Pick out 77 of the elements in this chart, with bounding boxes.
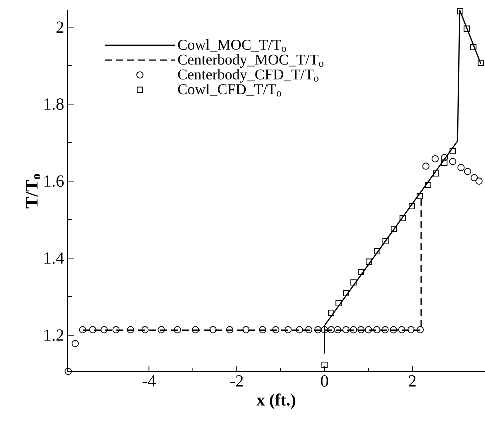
point [470, 174, 478, 182]
point [470, 44, 477, 50]
point [366, 258, 372, 265]
point [328, 310, 334, 316]
point [314, 326, 322, 334]
point [79, 326, 87, 334]
point [409, 203, 416, 210]
point [64, 368, 72, 376]
point [127, 326, 134, 334]
point [350, 326, 358, 334]
point [382, 238, 389, 245]
point [358, 269, 364, 276]
x-tick-label: -2 [230, 376, 244, 387]
point [464, 26, 470, 32]
point [408, 326, 415, 334]
point [226, 326, 234, 334]
point [422, 162, 430, 170]
point [433, 170, 440, 177]
legend-label: Centerbody_CFD_T/T$_{o}$ [178, 69, 319, 83]
point [476, 178, 483, 185]
point [142, 326, 149, 334]
point [398, 326, 406, 334]
point [425, 182, 432, 188]
y-tick-label: 1.8 [44, 98, 64, 110]
point [400, 215, 406, 222]
point [100, 326, 108, 334]
point [242, 326, 250, 334]
point [478, 60, 484, 66]
point [374, 248, 381, 255]
point [350, 280, 357, 286]
point [192, 326, 200, 334]
x-tick-label: 0 [321, 376, 328, 387]
point [174, 326, 182, 334]
legend-label: Centerbody_MOC_T/T$_{o}$ [178, 54, 324, 68]
point [343, 290, 350, 297]
point [358, 326, 365, 334]
point [342, 326, 350, 334]
point [284, 326, 292, 334]
point [416, 193, 424, 200]
legend-label: Cowl_MOC_T/T$_{o}$ [178, 40, 286, 52]
point [457, 8, 464, 15]
y-tick-label: 1.6 [44, 176, 64, 188]
point [365, 326, 372, 334]
point [390, 326, 398, 334]
point [382, 326, 389, 334]
point [450, 148, 456, 154]
point [210, 326, 217, 334]
point [112, 326, 120, 334]
y-tick-label: 2 [56, 22, 64, 33]
y-tick-label: 1.4 [44, 252, 64, 264]
point [464, 168, 472, 176]
point [441, 154, 448, 162]
point [442, 160, 448, 166]
point [272, 326, 280, 334]
point [336, 300, 342, 307]
point [89, 326, 97, 334]
point [449, 158, 457, 166]
point [259, 326, 266, 334]
point [328, 326, 335, 334]
x-tick-label: -4 [142, 376, 156, 387]
point [158, 326, 166, 334]
point [416, 326, 424, 334]
point [321, 326, 328, 334]
x-axis-title: x (ft.) [256, 394, 296, 410]
point [334, 326, 342, 334]
point [432, 155, 439, 163]
point [373, 326, 381, 334]
y-axis-title: T/T$_{o}$ [26, 174, 40, 209]
point [305, 326, 313, 334]
legend-label: Cowl_CFD_T/T$_{o}$ [178, 84, 282, 97]
point [72, 340, 80, 348]
point [391, 226, 398, 232]
point [296, 326, 304, 334]
point [458, 164, 465, 172]
x-tick-label: 2 [409, 376, 416, 387]
y-tick-label: 1.2 [44, 330, 64, 342]
point [322, 362, 328, 368]
